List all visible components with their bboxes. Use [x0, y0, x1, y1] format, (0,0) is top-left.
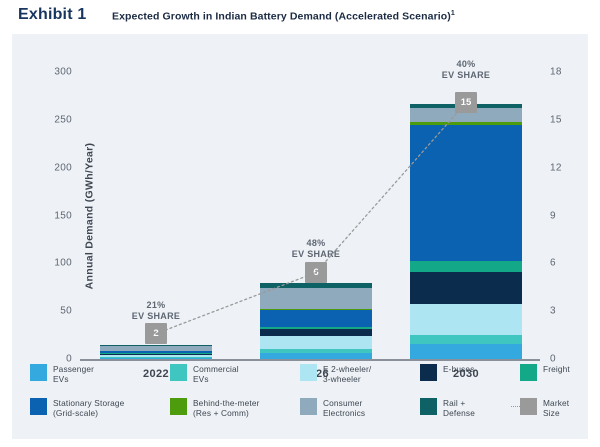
bar-segment-2022-consumer-electronics[interactable] — [100, 345, 212, 352]
bar-2030[interactable] — [410, 103, 522, 360]
ev-share-annotation-2022: 21% EV SHARE — [80, 300, 232, 322]
y-axis-title-left: Annual Demand (GWh/Year) — [83, 142, 96, 290]
exhibit-title-text: Expected Growth in Indian Battery Demand… — [112, 10, 451, 23]
ev-share-value: 21% — [146, 299, 166, 310]
legend-item-market-size[interactable]: Market Size — [511, 398, 570, 419]
bar-segment-2026-behind-the-meter-res-comm[interactable] — [260, 309, 372, 311]
bar-segment-2026-stationary-storage-grid-scale[interactable] — [260, 310, 372, 327]
y-tick-right-6: 6 — [550, 257, 556, 269]
bar-segment-2026-commercial-evs[interactable] — [260, 348, 372, 354]
legend-label: Commercial EVs — [193, 364, 239, 385]
bar-segment-2026-e-buses[interactable] — [260, 329, 372, 337]
y-tick-right-0: 0 — [550, 353, 556, 365]
bar-segment-2026-e-2-wheeler-3-wheeler[interactable] — [260, 336, 372, 349]
y-tick-left-0: 0 — [66, 353, 72, 365]
legend-swatch-icon — [520, 364, 537, 381]
x-label-2022: 2022 — [142, 368, 170, 380]
x-axis-baseline — [80, 359, 540, 361]
y-tick-left-100: 100 — [54, 257, 72, 269]
y-tick-left-200: 200 — [54, 162, 72, 174]
legend-item-stationary-storage-grid-scale[interactable]: Stationary Storage (Grid-scale) — [30, 398, 124, 419]
legend-swatch-icon — [170, 398, 187, 415]
legend-swatch-icon — [30, 364, 47, 381]
legend-item-e-buses[interactable]: E-buses — [420, 364, 475, 381]
ev-share-annotation-2026: 48% EV SHARE — [240, 238, 392, 260]
bar-segment-2030-behind-the-meter-res-comm[interactable] — [410, 121, 522, 125]
legend-label: Behind-the-meter (Res + Comm) — [193, 398, 260, 419]
bar-segment-2022-freight[interactable] — [100, 353, 212, 355]
bar-segment-2022-stationary-storage-grid-scale[interactable] — [100, 351, 212, 354]
y-tick-right-15: 15 — [550, 114, 562, 126]
bar-segment-2030-commercial-evs[interactable] — [410, 335, 522, 344]
market-size-marker-2022[interactable]: 2 — [145, 323, 167, 345]
legend-swatch-icon — [170, 364, 187, 381]
legend-swatch-icon — [300, 398, 317, 415]
bar-segment-2030-freight[interactable] — [410, 261, 522, 272]
legend-item-rail-defense[interactable]: Rail + Defense — [420, 398, 475, 419]
legend-item-freight[interactable]: Freight — [520, 364, 570, 381]
y-tick-left-300: 300 — [54, 66, 72, 78]
bar-segment-2022-e-buses[interactable] — [100, 354, 212, 356]
y-tick-left-50: 50 — [60, 305, 72, 317]
legend-swatch-icon — [30, 398, 47, 415]
legend-swatch-icon — [300, 364, 317, 381]
legend-label: E-buses — [443, 364, 475, 374]
legend-label: Stationary Storage (Grid-scale) — [53, 398, 125, 419]
ev-share-label: EV SHARE — [441, 69, 491, 80]
legend-item-passenger-evs[interactable]: Passenger EVs — [30, 364, 94, 385]
market-size-swatch-icon — [511, 398, 537, 415]
ev-share-annotation-2030: 40% EV SHARE — [390, 59, 542, 81]
legend-item-commercial-evs[interactable]: Commercial EVs — [170, 364, 239, 385]
bar-segment-2026-passenger-evs[interactable] — [260, 353, 372, 360]
bar-segment-2022-commercial-evs[interactable] — [100, 357, 212, 359]
bar-segment-2026-consumer-electronics[interactable] — [260, 288, 372, 310]
y-tick-left-250: 250 — [54, 114, 72, 126]
y-tick-left-150: 150 — [54, 210, 72, 221]
legend-label: Freight — [543, 364, 570, 374]
bar-segment-2022-e-2-wheeler-3-wheeler[interactable] — [100, 355, 212, 358]
legend-swatch-icon — [420, 398, 437, 415]
legend-label: Consumer Electronics — [323, 398, 366, 419]
legend-label: Passenger EVs — [53, 364, 95, 385]
exhibit-header: Exhibit 1 Expected Growth in Indian Batt… — [0, 0, 600, 34]
bar-segment-2030-stationary-storage-grid-scale[interactable] — [410, 124, 522, 262]
exhibit-number: Exhibit 1 — [18, 6, 87, 23]
bar-segment-2030-passenger-evs[interactable] — [410, 343, 522, 360]
legend-label: E 2-wheeler/ 3-wheeler — [323, 364, 372, 385]
chart-legend: Passenger EVs Commercial EVs E 2-wheeler/ … — [12, 357, 588, 432]
footnote-marker: 1 — [450, 10, 455, 17]
bar-segment-2030-e-2-wheeler-3-wheeler[interactable] — [410, 303, 522, 336]
legend-item-consumer-electronics[interactable]: Consumer Electronics — [300, 398, 365, 419]
ev-share-value: 40% — [456, 58, 476, 69]
y-tick-right-18: 18 — [550, 66, 562, 78]
y-tick-right-3: 3 — [550, 305, 556, 317]
legend-label: Rail + Defense — [443, 398, 475, 419]
legend-item-behind-the-meter-res-comm[interactable]: Behind-the-meter (Res + Comm) — [170, 398, 260, 419]
legend-label: Market Size — [543, 398, 570, 419]
y-tick-right-9: 9 — [550, 210, 556, 221]
dotted-line-icon — [511, 406, 520, 408]
market-size-marker-2030[interactable]: 15 — [455, 92, 477, 114]
ev-share-label: EV SHARE — [291, 249, 341, 260]
ev-share-value: 48% — [306, 238, 326, 249]
plot-area: Annual Demand (GWh/Year) Market Size ($ … — [54, 59, 561, 380]
bar-segment-2026-rail-defense[interactable] — [260, 283, 372, 289]
ev-share-label: EV SHARE — [131, 310, 181, 321]
bar-2026[interactable] — [260, 283, 372, 360]
exhibit-title: Expected Growth in Indian Battery Demand… — [112, 10, 455, 23]
market-size-marker-2026[interactable]: 6 — [305, 261, 327, 283]
bar-segment-2030-e-buses[interactable] — [410, 272, 522, 304]
y-tick-right-12: 12 — [550, 162, 562, 174]
bar-segment-2022-rail-defense[interactable] — [100, 344, 212, 346]
legend-item-e-2-wheeler-3-wheeler[interactable]: E 2-wheeler/ 3-wheeler — [300, 364, 371, 385]
bar-segment-2026-freight[interactable] — [260, 326, 372, 330]
legend-swatch-icon — [420, 364, 437, 381]
x-label-2030: 2030 — [452, 368, 480, 380]
